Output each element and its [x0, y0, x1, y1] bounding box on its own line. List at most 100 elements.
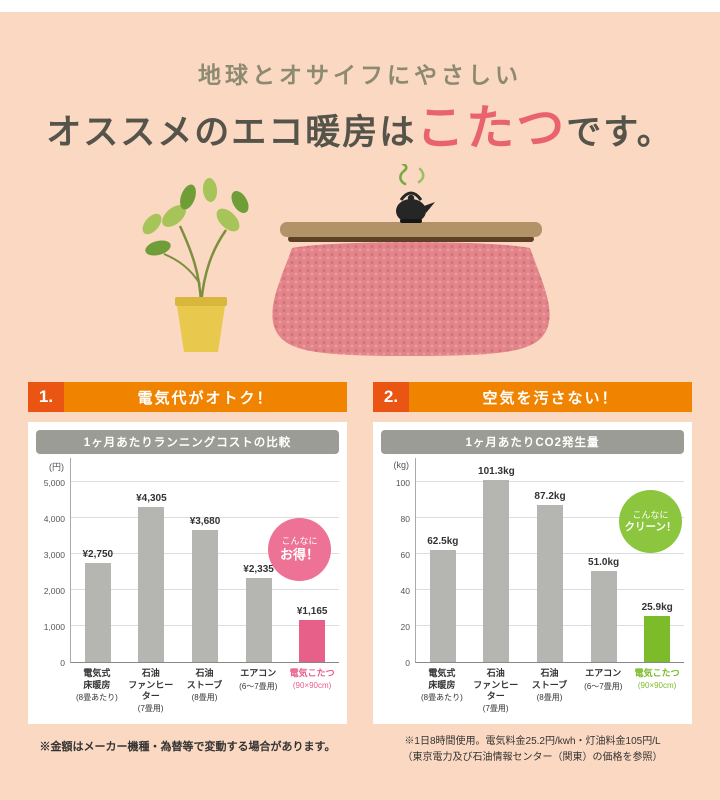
- cost-chart-body: (円) 0 1,000 2,000 3,000 4,000 5,000 ¥2,750 ¥4,…: [36, 458, 339, 667]
- savings-badge: こんなに お得！: [268, 518, 331, 582]
- kotatsu-frame: [288, 236, 534, 243]
- x-axis-label: 石油 ファンヒーター (7畳用): [469, 668, 523, 714]
- bar-slot: 87.2kg: [523, 458, 577, 663]
- clean-badge-line1: こんなに: [632, 509, 669, 520]
- bar: [536, 505, 563, 663]
- cost-x-axis: 電気式 床暖房 (8畳あたり) 石油 ファンヒーター (7畳用) 石油 ストーブ (8畳用…: [70, 668, 339, 714]
- co2-chart-title: 1ヶ月あたりCO2発生量: [381, 430, 684, 455]
- category-sublabel: (7畳用): [137, 704, 164, 714]
- section-1-number-badge: 1.: [28, 382, 64, 413]
- cost-chart-title: 1ヶ月あたりランニングコストの比較: [36, 430, 339, 455]
- bar-slot: 25.9kg: [630, 458, 684, 663]
- cost-y-axis: (円) 0 1,000 2,000 3,000 4,000 5,000: [36, 458, 70, 667]
- bar: [191, 529, 218, 663]
- plant-pot: [177, 306, 225, 353]
- category-sublabel: (90×90cm): [292, 680, 332, 690]
- x-axis-label: 石油 ストーブ (8畳用): [523, 668, 577, 714]
- bar-slot: 101.3kg: [470, 458, 524, 663]
- category-sublabel: (6〜7畳用): [584, 681, 623, 691]
- y-tick-label: 4,000: [43, 513, 65, 524]
- y-tick-label: 100: [395, 477, 410, 488]
- bar-value-label: 101.3kg: [478, 466, 515, 478]
- running-cost-chart: 1ヶ月あたりランニングコストの比較 (円) 0 1,000 2,000 3,000 4,…: [36, 430, 339, 714]
- section-2-title: 空気を汚さない！: [482, 389, 619, 407]
- page-title: オススメのエコ暖房はこたつです。: [0, 98, 720, 160]
- category-sublabel: (8畳あたり): [421, 692, 463, 702]
- top-band: [0, 0, 720, 12]
- y-tick-label: 3,000: [43, 549, 65, 560]
- y-tick-label: 2,000: [43, 585, 65, 596]
- bar-value-label: 25.9kg: [641, 601, 673, 613]
- cost-y-axis-unit: (円): [49, 462, 64, 473]
- y-tick-label: 20: [400, 621, 410, 632]
- bar-slot: ¥1,165: [285, 458, 339, 663]
- category-sublabel: (6〜7畳用): [239, 681, 278, 691]
- bar: [429, 549, 456, 663]
- bar: [590, 570, 617, 663]
- co2-section: 2. 空気を汚さない！ 1ヶ月あたりCO2発生量 (kg) 0 20 40 60 80 1…: [373, 382, 692, 765]
- category-name: 石油 ストーブ: [531, 668, 568, 690]
- category-sublabel: (7畳用): [482, 704, 509, 714]
- bar-slot: 62.5kg: [416, 458, 470, 663]
- cost-plot-area: ¥2,750 ¥4,305 ¥3,680 ¥2,335 ¥1,165 こんなに お得！: [70, 458, 339, 664]
- bar-value-label: 62.5kg: [427, 535, 459, 547]
- teapot-icon: [396, 191, 435, 224]
- co2-x-axis: 電気式 床暖房 (8畳あたり) 石油 ファンヒーター (7畳用) 石油 ストーブ (8畳用…: [415, 668, 684, 714]
- savings-badge-line2: お得！: [279, 547, 319, 563]
- cost-chart-panel: 1ヶ月あたりランニングコストの比較 (円) 0 1,000 2,000 3,000 4,…: [28, 422, 347, 725]
- bar-slot: 51.0kg: [577, 458, 631, 663]
- savings-badge-line1: こんなに: [281, 536, 318, 547]
- bar-value-label: ¥2,750: [82, 549, 114, 561]
- y-tick-label: 1,000: [43, 621, 65, 632]
- category-sublabel: (8畳あたり): [76, 692, 118, 702]
- bar: [84, 563, 111, 663]
- co2-y-axis-unit: (kg): [393, 460, 410, 471]
- category-name: 電気式 床暖房: [83, 668, 111, 690]
- sections-row: 1. 電気代がオトク！ 1ヶ月あたりランニングコストの比較 (円) 0 1,000…: [0, 382, 720, 765]
- co2-plot-area: 62.5kg 101.3kg 87.2kg 51.0kg 25.9kg こんなに クリー…: [415, 458, 684, 664]
- section-2-number-badge: 2.: [373, 382, 409, 413]
- bar-value-label: ¥3,680: [189, 515, 221, 527]
- illustration-svg: [142, 164, 550, 357]
- co2-footnote: ※1日8時間使用。電気料金25.2円/kwh・灯油料金105円/L （東京電力及…: [373, 734, 692, 765]
- bar-value-label: ¥2,335: [243, 564, 274, 576]
- bar-slot: ¥2,750: [71, 458, 125, 663]
- clean-badge: こんなに クリーン！: [619, 490, 682, 554]
- bar-value-label: 87.2kg: [534, 491, 566, 503]
- cost-section-header: 1. 電気代がオトク！: [28, 382, 347, 413]
- y-tick-label: 0: [405, 657, 410, 668]
- bar-value-label: 51.0kg: [588, 556, 620, 568]
- cost-section: 1. 電気代がオトク！ 1ヶ月あたりランニングコストの比較 (円) 0 1,000…: [28, 382, 347, 765]
- x-axis-label: 電気こたつ (90×90cm): [630, 668, 684, 714]
- category-name: 石油 ファンヒーター: [473, 668, 519, 701]
- y-tick-label: 60: [400, 549, 410, 560]
- bar: [483, 480, 510, 663]
- x-axis-label: エアコン (6〜7畳用): [576, 668, 630, 714]
- bar: [245, 578, 272, 663]
- category-sublabel: (90×90cm): [637, 680, 677, 690]
- gridline: [71, 481, 339, 483]
- kotatsu-icon: [272, 164, 550, 357]
- clean-badge-line2: クリーン！: [624, 520, 677, 533]
- plant-icon: [142, 178, 249, 353]
- steam-icon: [399, 164, 425, 186]
- kotatsu-tabletop: [280, 222, 542, 238]
- co2-footnote-line1: ※1日8時間使用。電気料金25.2円/kwh・灯油料金105円/L: [404, 736, 661, 748]
- kotatsu-illustration: [0, 164, 720, 366]
- co2-chart-panel: 1ヶ月あたりCO2発生量 (kg) 0 20 40 60 80 100 62.5kg 101…: [373, 422, 692, 725]
- title-block: 地球とオサイフにやさしい オススメのエコ暖房はこたつです。: [0, 12, 720, 160]
- category-name: 電気式 床暖房: [428, 668, 456, 690]
- y-tick-label: 0: [60, 657, 65, 668]
- plant-pot-rim: [175, 297, 227, 307]
- cost-footnote: ※金額はメーカー機種・為替等で変動する場合があります。: [39, 741, 336, 754]
- kotatsu-blanket: [272, 242, 550, 357]
- co2-chart: 1ヶ月あたりCO2発生量 (kg) 0 20 40 60 80 100 62.5kg 101…: [381, 430, 684, 714]
- x-axis-label: 電気式 床暖房 (8畳あたり): [70, 668, 124, 714]
- title-prefix: オススメのエコ暖房は: [46, 113, 417, 152]
- x-axis-label: 石油 ファンヒーター (7畳用): [124, 668, 178, 714]
- co2-y-axis: (kg) 0 20 40 60 80 100: [381, 458, 415, 667]
- bar-value-label: ¥4,305: [136, 493, 167, 505]
- bar-slot: ¥4,305: [125, 458, 179, 663]
- bar-slot: ¥3,680: [178, 458, 232, 663]
- co2-section-header: 2. 空気を汚さない！: [373, 382, 692, 413]
